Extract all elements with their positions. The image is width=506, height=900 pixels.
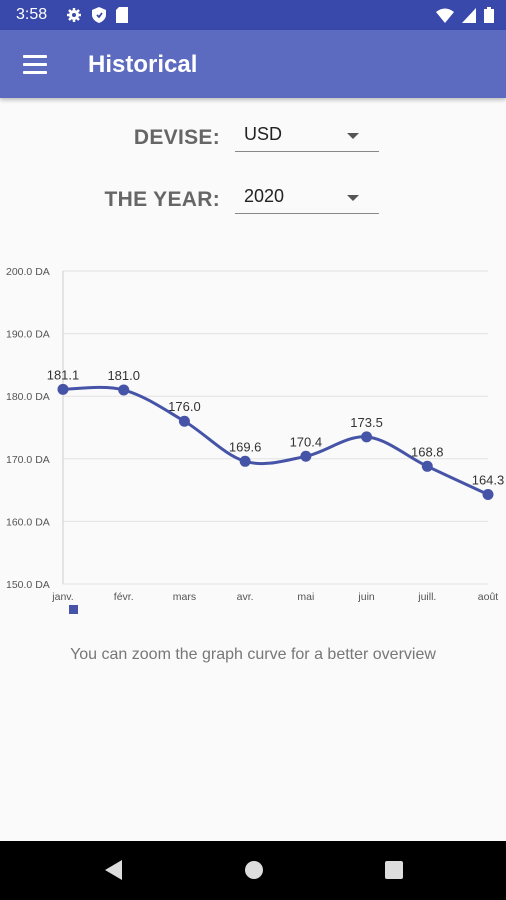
data-point — [482, 488, 494, 500]
status-time: 3:58 — [16, 6, 48, 23]
data-point — [178, 415, 190, 427]
year-dropdown[interactable]: 2020 — [235, 180, 379, 214]
devise-row: DEVISE: USD — [0, 118, 506, 158]
data-label: 173.5 — [350, 415, 383, 430]
home-circle-icon[interactable] — [243, 859, 265, 881]
zoom-hint: You can zoom the graph curve for a bette… — [70, 646, 436, 663]
recents-square-icon[interactable] — [384, 859, 404, 881]
status-bar: 3:58 — [0, 0, 506, 30]
back-triangle-icon[interactable] — [103, 859, 123, 881]
x-tick-label: mars — [173, 591, 196, 603]
devise-label: DEVISE: — [133, 126, 220, 149]
data-label: 168.8 — [411, 444, 444, 459]
x-tick-label: janv. — [51, 591, 73, 603]
y-tick-label: 180.0 DA — [6, 391, 50, 403]
dropdown-arrow-icon — [347, 133, 359, 139]
data-point — [421, 460, 433, 472]
legend-swatch — [69, 605, 78, 614]
data-point — [361, 431, 373, 443]
wifi-icon — [436, 8, 454, 23]
x-tick-label: mai — [297, 591, 314, 603]
y-tick-label: 160.0 DA — [6, 516, 50, 528]
y-tick-label: 200.0 DA — [6, 266, 50, 278]
shield-icon — [92, 7, 106, 23]
data-label: 169.6 — [229, 439, 262, 454]
dropdown-arrow-icon — [347, 195, 359, 201]
y-tick-label: 170.0 DA — [6, 454, 50, 466]
year-label: THE YEAR: — [104, 188, 220, 211]
data-label: 181.0 — [107, 368, 140, 383]
x-tick-label: août — [478, 591, 499, 603]
y-tick-label: 190.0 DA — [6, 329, 50, 341]
x-tick-label: févr. — [114, 591, 134, 603]
x-tick-label: avr. — [237, 591, 254, 603]
hamburger-menu-icon[interactable] — [18, 50, 52, 78]
data-label: 181.1 — [47, 367, 80, 382]
x-tick-label: juill. — [417, 591, 436, 603]
signal-icon — [462, 7, 476, 23]
year-row: THE YEAR: 2020 — [0, 180, 506, 220]
page-title: Historical — [88, 51, 198, 78]
data-point — [57, 383, 69, 395]
y-tick-label: 150.0 DA — [6, 579, 50, 591]
sd-card-icon — [116, 7, 128, 23]
devise-value: USD — [244, 124, 283, 144]
data-label: 176.0 — [168, 399, 201, 414]
data-point — [300, 450, 312, 462]
data-label: 170.4 — [290, 434, 323, 449]
gear-icon — [67, 8, 81, 22]
battery-icon — [484, 7, 494, 23]
x-tick-label: juin — [357, 591, 375, 603]
chart-svg[interactable]: 150.0 DA 160.0 DA 170.0 DA 180.0 DA 190.0 DA… — [0, 255, 506, 620]
data-label: 164.3 — [472, 472, 505, 487]
data-point — [118, 384, 130, 396]
series-line — [62, 385, 489, 496]
app-bar: Historical — [0, 30, 506, 98]
devise-dropdown[interactable]: USD — [235, 118, 379, 152]
data-point — [239, 455, 251, 467]
year-value: 2020 — [244, 186, 285, 206]
nav-bar — [0, 841, 506, 900]
line-chart[interactable]: 150.0 DA 160.0 DA 170.0 DA 180.0 DA 190.0 DA… — [0, 255, 506, 620]
